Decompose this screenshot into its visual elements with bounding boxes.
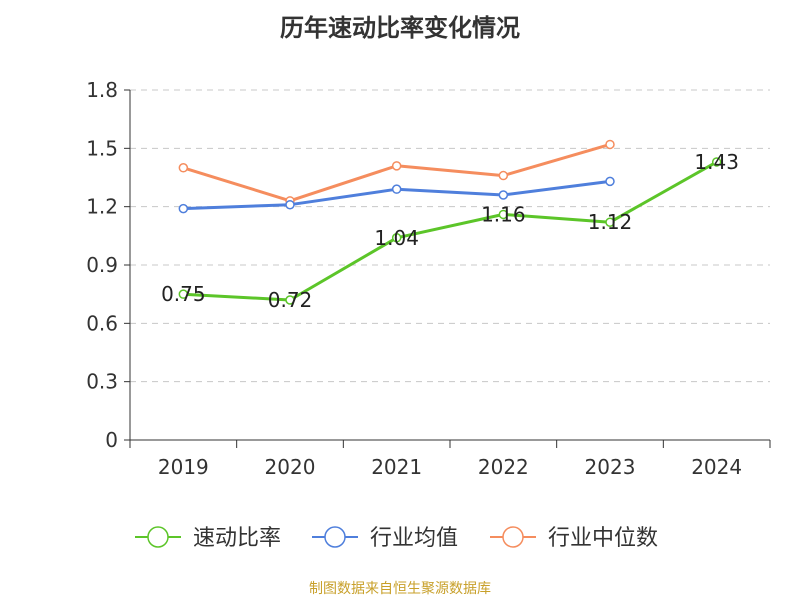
y-tick-label: 1.8 (86, 78, 118, 102)
data-point (178, 163, 189, 173)
data-point (285, 199, 295, 210)
data-label: 1.43 (694, 150, 739, 174)
data-point (178, 289, 189, 299)
data-point (711, 157, 722, 167)
data-point (391, 161, 402, 171)
data-label: 0.72 (268, 288, 313, 312)
x-tick-label: 2022 (478, 455, 529, 479)
legend-label: 行业中位数 (548, 526, 658, 551)
x-tick-label: 2024 (691, 455, 742, 479)
data-labels: 0.75 0.72 1.04 1.16 1.12 1.43 (161, 150, 739, 312)
data-point (391, 184, 402, 194)
data-point (605, 176, 615, 187)
chart-title: 历年速动比率变化情况 (280, 14, 520, 42)
y-tick-label: 0.9 (86, 253, 118, 277)
data-point (391, 233, 402, 243)
y-tick-label: 0.3 (86, 370, 118, 394)
data-point (605, 217, 615, 227)
legend-swatch-marker (324, 526, 346, 548)
x-tick-label: 2021 (371, 455, 422, 479)
data-point (498, 190, 509, 200)
grid-lines (130, 89, 770, 383)
axes: 0 0.3 0.6 0.9 1.2 1.5 1.8 2019 2020 2021 2022 2023 2… (86, 78, 771, 479)
data-label: 1.12 (588, 210, 633, 234)
data-label: 1.04 (374, 226, 419, 250)
series-layer (178, 139, 722, 305)
x-tick-label: 2023 (585, 455, 636, 479)
data-point (498, 209, 509, 220)
y-tick-label: 0.6 (86, 311, 118, 335)
series-line (183, 160, 718, 302)
y-tick-label: 1.2 (86, 195, 118, 219)
data-point (605, 139, 615, 150)
source-note: 制图数据来自恒生聚源数据库 (309, 581, 491, 597)
legend-label: 速动比率 (193, 526, 281, 551)
data-point (285, 295, 295, 305)
y-tick-label: 1.5 (86, 136, 118, 160)
data-label: 0.75 (161, 282, 206, 306)
legend[interactable]: 速动比率 行业均值 行业中位数 (135, 526, 658, 551)
legend-swatch-marker (502, 526, 524, 548)
y-tick-label: 0 (105, 428, 118, 452)
legend-swatch-marker (147, 526, 169, 548)
x-tick-label: 2020 (265, 455, 316, 479)
data-point (178, 203, 189, 214)
data-point (498, 170, 509, 181)
legend-label: 行业均值 (370, 526, 458, 551)
data-label: 1.16 (481, 202, 526, 226)
x-tick-label: 2019 (158, 455, 209, 479)
